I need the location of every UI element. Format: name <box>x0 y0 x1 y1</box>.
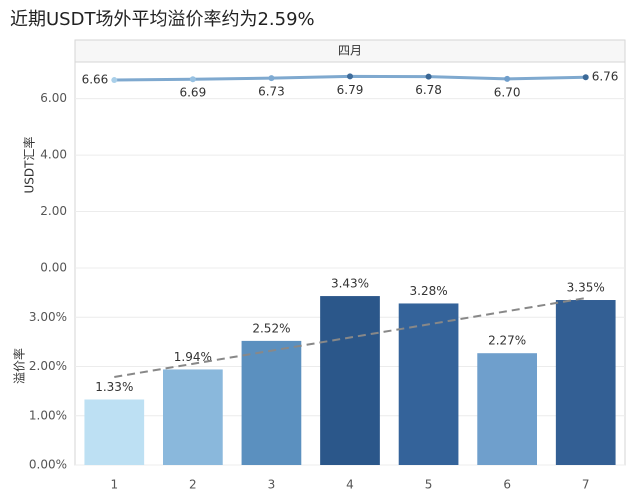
bar <box>241 340 302 465</box>
bar <box>163 369 223 465</box>
bar <box>320 296 380 465</box>
point <box>504 75 511 82</box>
panel-header: 四月 <box>338 44 362 58</box>
chart-title: 近期USDT场外平均溢价率约为2.59% <box>10 9 315 30</box>
value-label: 3.35% <box>567 281 605 295</box>
x-tick-label: 2 <box>189 478 197 492</box>
point <box>582 74 589 81</box>
bar <box>477 353 537 465</box>
x-tick-label: 6 <box>503 478 511 492</box>
value-label: 3.28% <box>410 284 448 298</box>
value-label: 1.33% <box>95 380 133 394</box>
x-tick-label: 5 <box>425 478 433 492</box>
y-tick-label: 1.00% <box>29 408 67 422</box>
y-tick-label: 0.00% <box>29 458 67 472</box>
bar <box>555 300 616 465</box>
value-label: 1.94% <box>174 350 212 364</box>
y-tick-label: 6.00 <box>40 91 67 105</box>
value-label: 6.76 <box>592 70 619 84</box>
point <box>347 73 353 80</box>
bar <box>84 399 145 465</box>
value-label: 6.66 <box>82 73 109 87</box>
y-tick-label: 2.00 <box>40 204 67 218</box>
point <box>189 76 196 83</box>
value-label: 6.73 <box>258 85 285 99</box>
x-tick-label: 4 <box>346 478 354 492</box>
value-label: 6.78 <box>415 83 442 97</box>
x-tick-label: 1 <box>110 478 118 492</box>
x-tick-label: 7 <box>582 478 590 492</box>
point <box>111 77 118 84</box>
point <box>268 75 275 82</box>
value-label: 3.43% <box>331 277 369 291</box>
y-tick-label: 3.00% <box>29 310 67 324</box>
bar <box>398 303 459 465</box>
trend-line <box>114 297 586 378</box>
y-axis-label: USDT汇率 <box>22 137 37 194</box>
x-tick-label: 3 <box>268 478 276 492</box>
value-label: 6.69 <box>179 86 206 100</box>
point <box>425 73 432 80</box>
value-label: 6.70 <box>494 85 521 99</box>
value-label: 2.52% <box>252 321 290 335</box>
y-tick-label: 4.00 <box>40 148 67 162</box>
value-label: 2.27% <box>488 334 526 348</box>
y-tick-label: 2.00% <box>29 359 67 373</box>
value-label: 6.79 <box>337 83 364 97</box>
y-tick-label: 0.00 <box>40 261 67 275</box>
y-axis-label: 溢价率 <box>12 348 27 384</box>
